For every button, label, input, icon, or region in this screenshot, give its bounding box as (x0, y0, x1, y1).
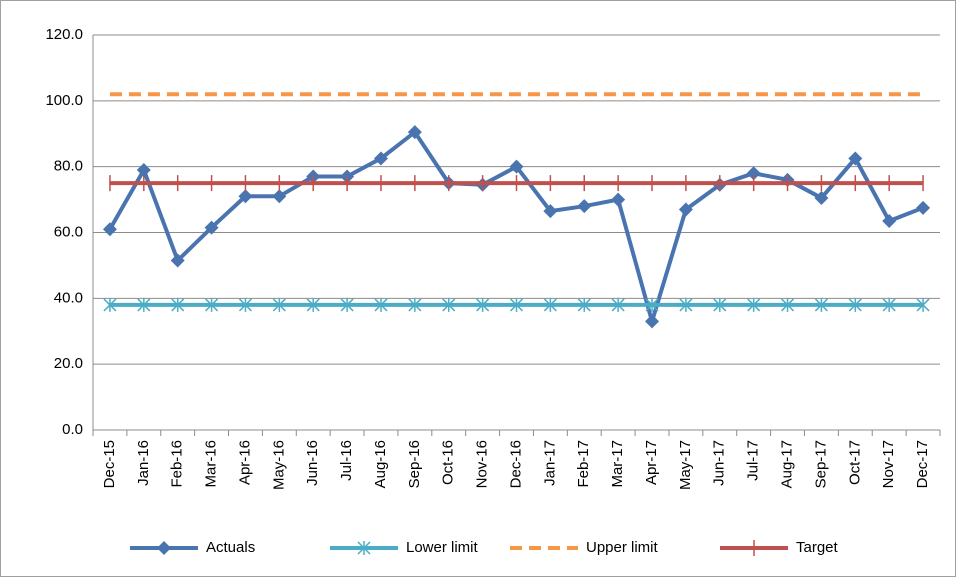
marker (882, 213, 897, 228)
marker (577, 297, 591, 312)
marker (509, 297, 524, 312)
x-tick-label: May-17 (677, 440, 694, 490)
marker (679, 297, 693, 312)
marker (373, 151, 388, 166)
legend-label: Upper limit (586, 539, 659, 556)
marker (102, 222, 117, 237)
marker (713, 297, 727, 312)
x-tick-label: Mar-17 (609, 440, 626, 488)
marker (645, 297, 659, 312)
marker (747, 297, 761, 312)
marker (340, 297, 354, 312)
marker (170, 253, 185, 268)
y-tick-label: 60.0 (54, 223, 83, 240)
y-tick-label: 120.0 (45, 26, 83, 43)
x-tick-label: Feb-17 (575, 440, 592, 488)
legend-marker (357, 541, 371, 555)
x-tick-label: Oct-16 (440, 440, 457, 485)
x-tick-label: Jun-16 (304, 440, 321, 486)
marker (374, 297, 388, 312)
marker (238, 189, 253, 204)
x-tick-label: Sep-17 (812, 440, 829, 488)
marker (645, 314, 660, 329)
y-tick-label: 100.0 (45, 92, 83, 109)
x-tick-label: Jul-17 (745, 440, 762, 481)
marker (103, 297, 117, 312)
marker (407, 125, 422, 140)
x-tick-label: Dec-16 (507, 440, 524, 488)
x-tick-label: Apr-16 (236, 440, 253, 485)
marker (848, 151, 863, 166)
x-tick-label: Oct-17 (846, 440, 863, 485)
x-tick-label: Jan-16 (135, 440, 152, 486)
x-tick-label: Nov-17 (880, 440, 897, 488)
x-tick-label: Nov-16 (474, 440, 491, 488)
marker (205, 297, 219, 312)
x-tick-label: Dec-15 (101, 440, 118, 488)
marker (882, 297, 896, 312)
marker (848, 297, 862, 312)
y-tick-label: 20.0 (54, 355, 83, 372)
marker (746, 166, 761, 181)
legend-label: Actuals (206, 539, 255, 556)
y-tick-label: 40.0 (54, 289, 83, 306)
marker (137, 297, 151, 312)
marker (577, 199, 592, 214)
legend-label: Lower limit (406, 539, 479, 556)
marker (272, 297, 286, 312)
marker (272, 189, 287, 204)
x-tick-label: Feb-16 (169, 440, 186, 488)
marker (814, 297, 828, 312)
marker (204, 220, 219, 235)
x-tick-label: Jul-16 (338, 440, 355, 481)
x-tick-label: Apr-17 (643, 440, 660, 485)
marker (781, 297, 795, 312)
marker (611, 297, 625, 312)
y-tick-label: 0.0 (62, 421, 83, 438)
marker (916, 200, 931, 215)
marker (611, 192, 626, 207)
marker (476, 297, 490, 312)
marker (136, 162, 151, 177)
marker (171, 297, 185, 312)
y-tick-label: 80.0 (54, 158, 83, 175)
marker (306, 297, 320, 312)
legend-marker (157, 541, 171, 555)
marker (678, 202, 693, 217)
x-tick-label: Aug-17 (779, 440, 796, 488)
x-tick-label: Aug-16 (372, 440, 389, 488)
legend-label: Target (796, 539, 839, 556)
marker (916, 297, 930, 312)
marker (509, 159, 524, 174)
marker (408, 297, 422, 312)
x-tick-label: Sep-16 (406, 440, 423, 488)
marker (814, 190, 829, 205)
marker (442, 297, 456, 312)
x-tick-label: May-16 (270, 440, 287, 490)
x-tick-label: Jun-17 (711, 440, 728, 486)
x-tick-label: Dec-17 (914, 440, 931, 488)
x-tick-label: Mar-16 (203, 440, 220, 488)
marker (238, 297, 252, 312)
x-tick-label: Jan-17 (541, 440, 558, 486)
marker (543, 297, 557, 312)
marker (543, 204, 558, 219)
